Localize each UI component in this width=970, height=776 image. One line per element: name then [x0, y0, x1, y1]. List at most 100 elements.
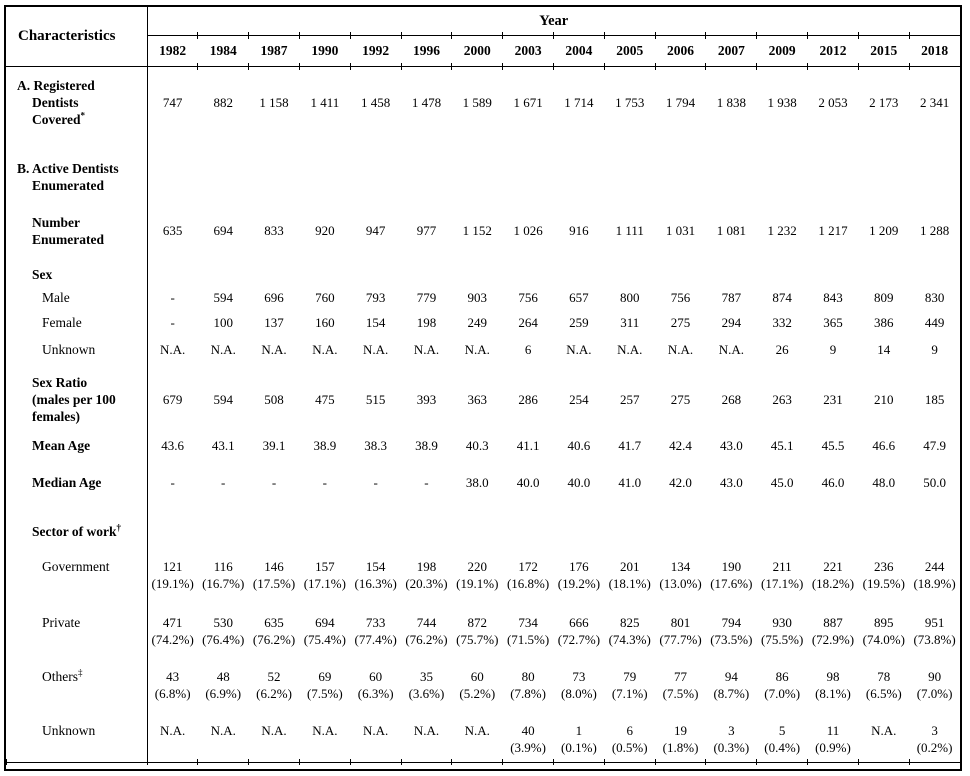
data-cell: 43.0 [719, 438, 743, 453]
data-cell: 951 (73.8%) [913, 615, 956, 647]
data-cell: 801 (77.7%) [659, 615, 702, 647]
data-cell: 1 589 [462, 95, 492, 110]
data-cell: 94 (8.7%) [713, 669, 750, 701]
footnote-marker: † [116, 522, 121, 533]
table-row-registered-dentists-covered: A. Registered Dentists Covered* 747 882 1 158… [6, 66, 960, 130]
data-cell: 43.1 [211, 438, 235, 453]
data-cell [909, 250, 960, 285]
table-row-sex: Sex [6, 250, 960, 285]
data-cell: 449 [924, 315, 945, 330]
data-cell: - [221, 475, 226, 490]
data-cell [554, 493, 605, 542]
data-cell: 185 [924, 392, 945, 407]
data-cell: N.A. [400, 704, 452, 765]
data-cell: 696 [264, 290, 284, 305]
data-cell: 43.6 [161, 438, 185, 453]
year-column-header: 1992 [349, 31, 402, 70]
data-cell: 154 [365, 315, 386, 330]
data-cell: 1 753 [615, 95, 645, 110]
data-cell: N.A. [160, 342, 186, 357]
data-cell: N.A. [667, 342, 694, 357]
data-cell [858, 250, 909, 285]
data-cell: 275 [670, 315, 691, 330]
row-label: Sector of work† [6, 493, 148, 542]
data-cell: 137 [264, 315, 284, 330]
data-cell: 530 (76.4%) [202, 615, 245, 647]
data-cell: 38.9 [313, 438, 337, 453]
data-cell: 210 [874, 392, 894, 407]
data-cell [757, 130, 808, 196]
row-label: Female [6, 308, 148, 333]
data-cell: 78 (6.5%) [865, 669, 902, 701]
data-cell [198, 250, 249, 285]
data-cell [554, 250, 605, 285]
data-cell: 45.1 [770, 438, 794, 453]
data-cell: 332 [772, 315, 792, 330]
table-row-sex-unknown: Unknown N.A. N.A. N.A. N.A. N.A. N.A. N.A. 6 N.A.… [6, 333, 960, 360]
data-cell: 1 209 [869, 223, 899, 238]
row-label: Unknown [6, 333, 148, 360]
data-cell: 42.0 [669, 475, 692, 490]
data-cell: 80 (7.8%) [510, 669, 546, 701]
row-label: B. Active Dentists Enumerated [6, 130, 148, 196]
data-cell: N.A. [718, 342, 744, 357]
data-cell [554, 130, 605, 196]
data-cell: 211 (17.1%) [761, 559, 804, 591]
data-cell: N.A. [298, 704, 351, 765]
data-cell: 830 [924, 290, 945, 305]
data-cell: 26 [775, 342, 789, 357]
data-cell: 887 (72.9%) [811, 615, 855, 647]
data-cell: N.A. [197, 704, 249, 765]
data-cell: 244 (18.9%) [913, 559, 956, 591]
data-cell: 756 [518, 290, 538, 305]
data-cell: 221 (18.2%) [811, 559, 855, 591]
data-cell [299, 250, 350, 285]
data-cell: 257 [619, 392, 640, 407]
data-cell: 594 [213, 290, 233, 305]
data-cell: 294 [721, 315, 742, 330]
data-cell: 73 (8.0%) [561, 669, 597, 701]
data-cell [858, 493, 909, 542]
data-cell [401, 493, 452, 542]
data-cell: 79 (7.1%) [611, 669, 648, 701]
row-label: Unknown [5, 704, 148, 765]
data-cell: - [424, 475, 429, 490]
data-cell: 38.0 [465, 475, 489, 490]
data-cell: 744 (76.2%) [405, 615, 448, 647]
data-cell [808, 130, 859, 196]
data-cell [147, 250, 198, 285]
data-cell: 9 [829, 342, 837, 357]
data-cell: 100 [213, 315, 233, 330]
data-cell: 264 [518, 315, 538, 330]
data-cell: 760 [315, 290, 335, 305]
data-cell: 40.0 [567, 475, 591, 490]
data-cell: 176 (19.2%) [557, 559, 601, 591]
data-cell [299, 130, 350, 196]
data-cell: 45.0 [770, 475, 794, 490]
data-cell: 9 [931, 342, 938, 357]
data-cell [909, 130, 960, 196]
data-cell [808, 250, 859, 285]
data-cell: 1 671 [513, 95, 543, 110]
data-cell: 916 [569, 223, 589, 238]
data-cell: 365 [823, 315, 843, 330]
data-cell: 694 [213, 223, 233, 238]
data-cell [757, 493, 808, 542]
footnote-marker: * [80, 110, 86, 121]
data-cell: 1 217 [818, 223, 848, 238]
footnote-marker: ‡ [78, 667, 83, 678]
data-cell: 679 [162, 392, 183, 407]
data-cell [198, 130, 249, 196]
data-cell: 60 (6.3%) [357, 669, 394, 701]
data-cell: N.A. [146, 704, 198, 765]
data-cell: 254 [569, 392, 589, 407]
data-cell [706, 130, 757, 196]
data-cell: 198 (20.3%) [405, 559, 448, 591]
row-label: Sex Ratio (males per 100 females) [6, 360, 148, 427]
data-cell: 47.9 [923, 438, 946, 453]
data-cell: 635 (76.2%) [252, 615, 296, 647]
data-cell: 2 173 [869, 95, 899, 110]
data-cell: 734 (71.5%) [506, 615, 550, 647]
data-cell: 157 (17.1%) [303, 559, 346, 591]
data-cell: 45.5 [821, 438, 845, 453]
